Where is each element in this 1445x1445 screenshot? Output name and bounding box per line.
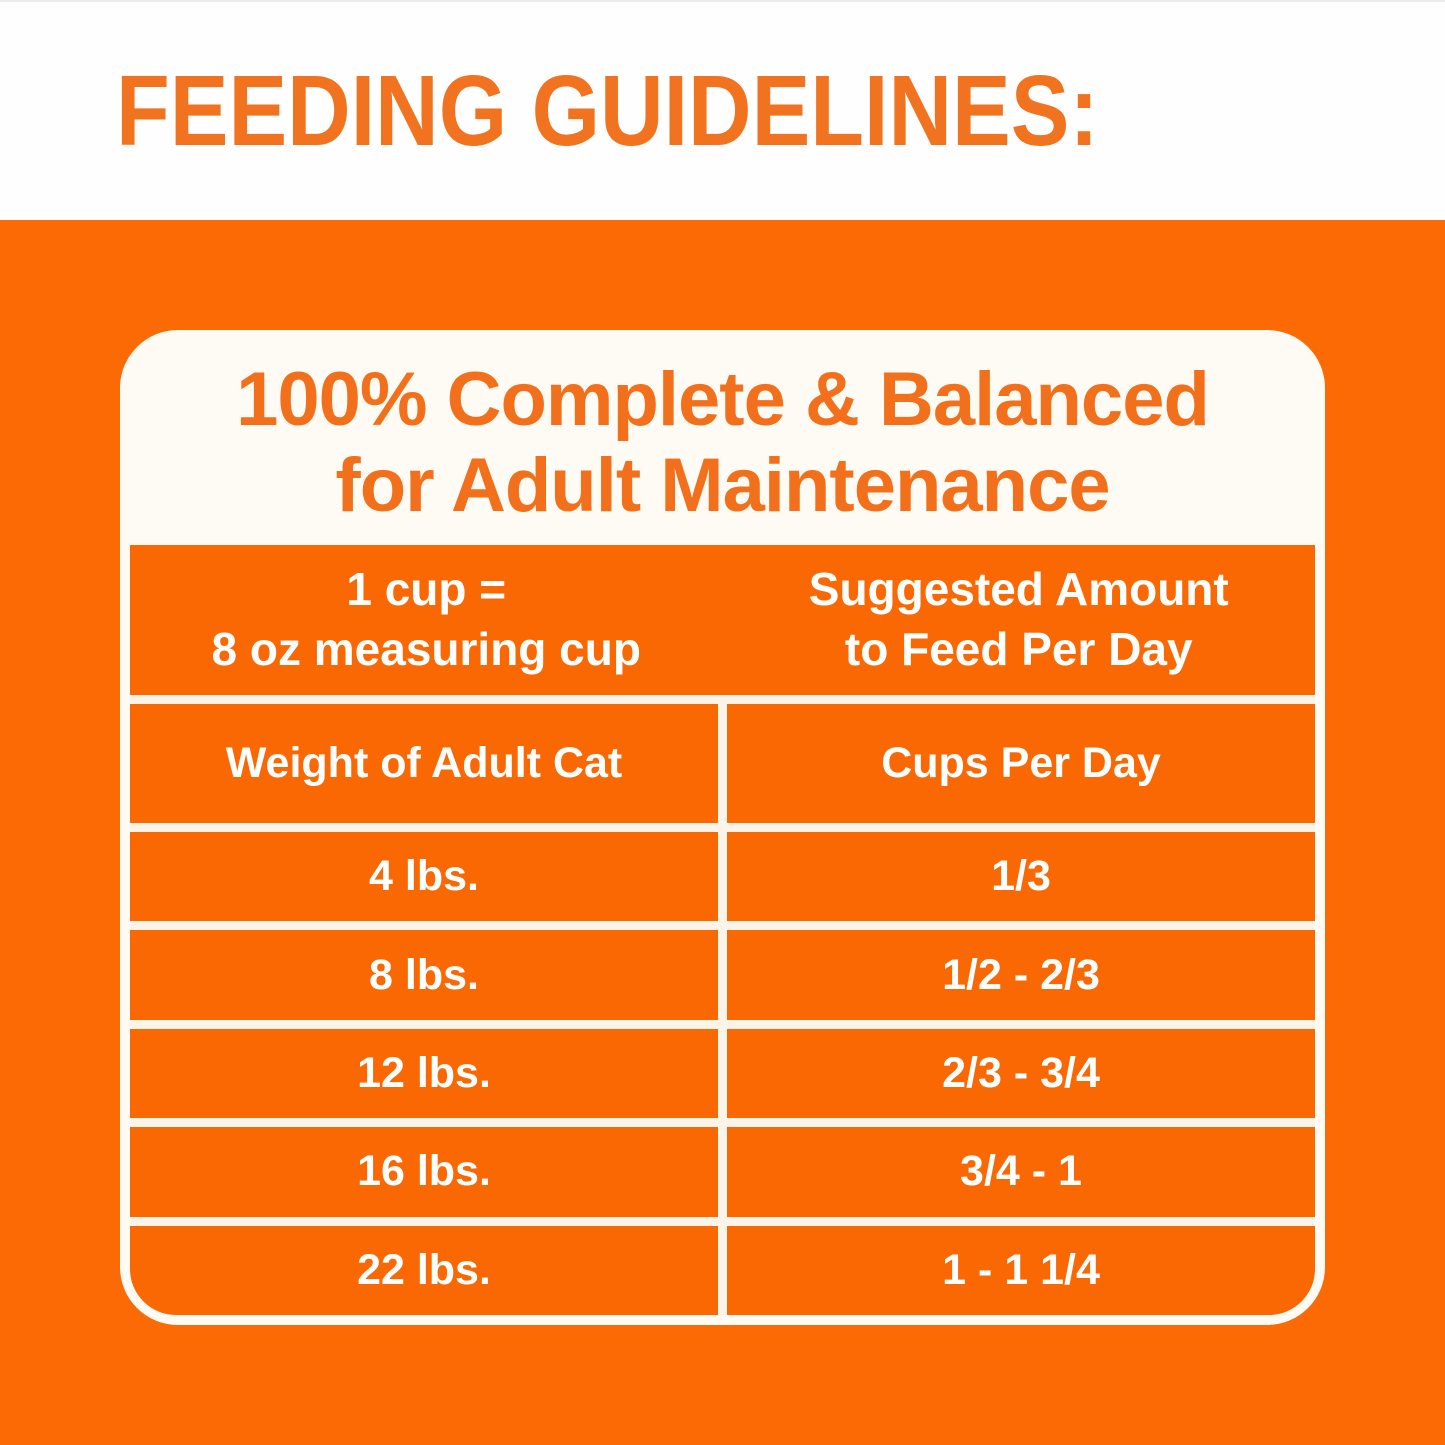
suggested-amount-line2: to Feed Per Day — [844, 623, 1193, 675]
column-header-weight: Weight of Adult Cat — [130, 704, 718, 823]
suggested-amount-line1: Suggested Amount — [808, 563, 1229, 616]
cups-cell: 3/4 - 1 — [727, 1127, 1315, 1217]
guidelines-panel: 100% Complete & Balanced for Adult Maint… — [120, 330, 1325, 1325]
feeding-table: 1 cup = 8 oz measuring cup Suggested Amo… — [130, 545, 1315, 1315]
weight-cell: 4 lbs. — [130, 832, 718, 922]
page-title: FEEDING GUIDELINES: — [116, 55, 1099, 167]
panel-heading-line1: 100% Complete & Balanced — [236, 357, 1210, 443]
cup-measure-note: 1 cup = 8 oz measuring cup — [130, 545, 723, 695]
cup-measure-note-line1: 1 cup = — [346, 563, 507, 616]
cup-measure-note-line2: 8 oz measuring cup — [211, 623, 641, 675]
panel-heading-line2: for Adult Maintenance — [335, 442, 1110, 528]
weight-cell: 8 lbs. — [130, 930, 718, 1020]
cups-cell: 1/2 - 2/3 — [727, 930, 1315, 1020]
header-band: FEEDING GUIDELINES: — [0, 0, 1445, 220]
panel-heading: 100% Complete & Balanced for Adult Maint… — [130, 340, 1315, 545]
cups-cell: 1 - 1 1/4 — [727, 1225, 1315, 1315]
column-header-cups: Cups Per Day — [727, 704, 1315, 823]
weight-cell: 16 lbs. — [130, 1127, 718, 1217]
weight-cell: 22 lbs. — [130, 1225, 718, 1315]
measure-note-row: 1 cup = 8 oz measuring cup Suggested Amo… — [130, 545, 1315, 695]
weight-cell: 12 lbs. — [130, 1028, 718, 1119]
cups-cell: 2/3 - 3/4 — [727, 1028, 1315, 1119]
suggested-amount-note: Suggested Amount to Feed Per Day — [723, 545, 1316, 695]
cups-cell: 1/3 — [727, 832, 1315, 922]
